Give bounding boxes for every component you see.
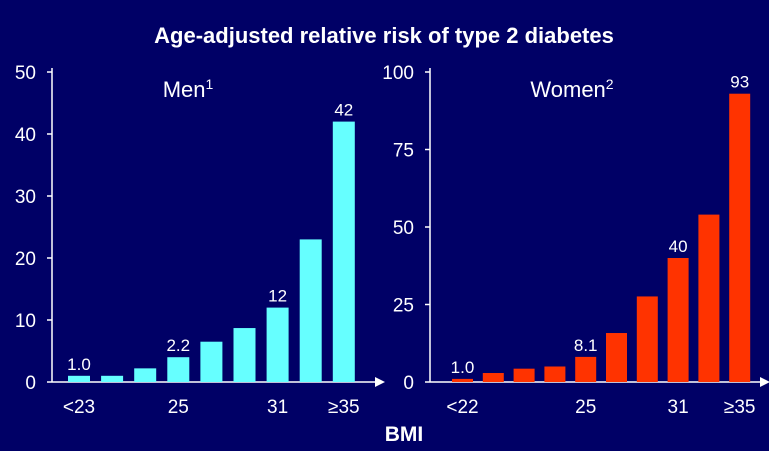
women-bar <box>575 356 597 382</box>
women-y-tick-label: 75 <box>393 141 414 162</box>
women-y-tick-label: 25 <box>393 296 414 317</box>
women-x-tick-label: ≥35 <box>724 397 756 418</box>
women-bar <box>482 373 504 382</box>
women-bar <box>513 368 535 382</box>
women-x-axis-arrow <box>760 377 769 387</box>
men-y-tick-label: 30 <box>15 187 36 208</box>
women-bar <box>544 366 566 382</box>
men-bar <box>233 328 256 382</box>
women-y-tick-label: 0 <box>403 373 414 394</box>
men-y-tick-label: 40 <box>15 125 36 146</box>
women-x-tick-label: <22 <box>446 397 478 418</box>
men-bar <box>266 307 289 382</box>
women-bar <box>452 378 473 382</box>
men-panel-label-sup: 1 <box>206 76 214 92</box>
women-data-label: 40 <box>669 237 688 256</box>
women-data-label: 1.0 <box>451 358 475 377</box>
men-data-label: 12 <box>268 287 287 306</box>
women-bar <box>606 333 627 382</box>
men-bar <box>134 368 157 382</box>
men-panel-label-text: Men <box>163 77 206 102</box>
women-bar <box>667 258 689 382</box>
men-x-axis-arrow <box>375 377 385 387</box>
men-x-tick-label: <23 <box>63 397 95 418</box>
men-bar <box>68 375 90 382</box>
women-data-label: 8.1 <box>574 336 598 355</box>
men-chart-panel: 0 10 20 30 40 50 Men1 1.0 <23 2.2 25 12 31 42 ≥35 <box>15 63 385 418</box>
men-y-tick-label: 50 <box>15 63 36 84</box>
women-panel-label-sup: 2 <box>606 76 614 92</box>
men-data-label: 1.0 <box>67 355 91 374</box>
men-bar <box>299 239 322 382</box>
men-y-tick-label: 10 <box>15 311 36 332</box>
men-bar <box>101 375 124 382</box>
women-y-tick-label: 50 <box>393 218 414 239</box>
men-x-tick-label: 31 <box>267 397 288 418</box>
women-bar <box>729 93 751 382</box>
women-panel-label-text: Women <box>530 77 605 102</box>
x-axis-label: BMI <box>385 423 424 446</box>
women-x-tick-label: 25 <box>575 397 596 418</box>
men-data-label: 42 <box>334 101 353 120</box>
chart-title: Age-adjusted relative risk of type 2 dia… <box>154 23 614 48</box>
men-bar <box>332 121 355 382</box>
men-panel-label: Men1 <box>163 76 214 102</box>
men-data-label: 2.2 <box>166 336 190 355</box>
women-chart-panel: 0 25 50 75 100 Women2 1.0 <22 8.1 25 40 31 93 ≥35 <box>382 63 769 418</box>
women-y-tick-label: 100 <box>382 63 414 84</box>
women-x-tick-label: 31 <box>668 397 689 418</box>
women-data-label: 93 <box>730 73 749 92</box>
women-bar <box>698 214 720 382</box>
women-bar <box>636 296 658 382</box>
men-y-tick-label: 0 <box>25 373 36 394</box>
men-x-tick-label: 25 <box>168 397 189 418</box>
men-bar <box>200 341 223 382</box>
women-panel-label: Women2 <box>530 76 613 102</box>
men-y-tick-label: 20 <box>15 249 36 270</box>
men-bar <box>167 357 190 382</box>
men-x-tick-label: ≥35 <box>328 397 360 418</box>
